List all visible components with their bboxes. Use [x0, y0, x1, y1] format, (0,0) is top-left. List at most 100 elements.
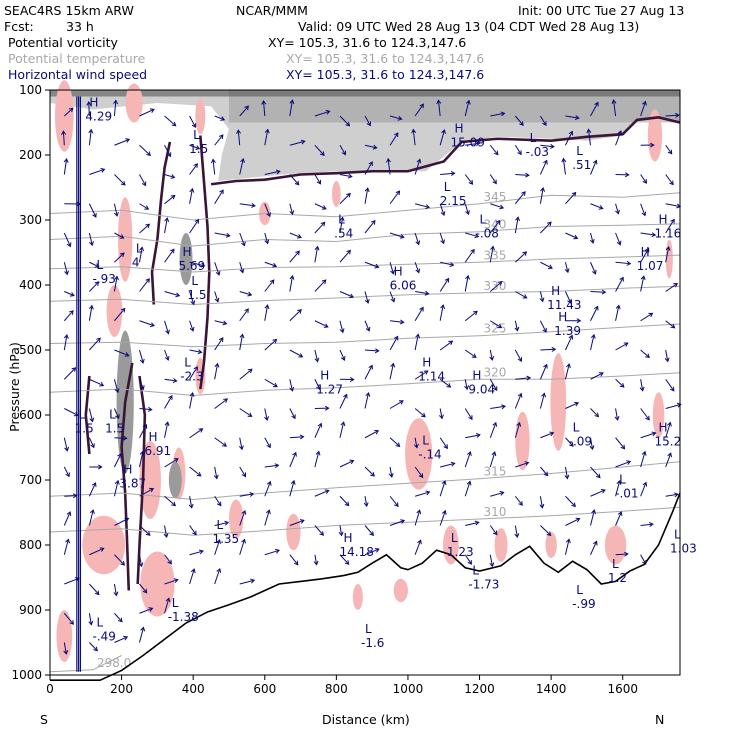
extremum-type-label: H — [454, 121, 463, 135]
wind-arrowhead — [91, 482, 97, 487]
wind-vector — [389, 190, 400, 205]
wind-vector — [514, 217, 519, 234]
wind-vector — [214, 495, 222, 506]
wind-arrowhead — [170, 174, 176, 179]
wind-arrowhead — [244, 105, 249, 111]
wind-arrowhead — [411, 128, 417, 134]
wind-vector — [389, 400, 404, 409]
wind-vector — [113, 100, 117, 117]
wind-arrowhead — [93, 646, 98, 652]
extremum-value-label: 6.91 — [144, 444, 171, 458]
extremum-value-label: -.08 — [476, 226, 499, 240]
wind-vector — [464, 349, 477, 358]
wind-vector — [289, 436, 304, 439]
wind-vector — [114, 636, 128, 643]
theta-label: 320 — [484, 365, 507, 379]
extremum-type-label: H — [320, 368, 329, 382]
wind-vector — [89, 583, 100, 595]
pv-positive-blob — [228, 499, 244, 539]
x-tick-label: 400 — [182, 682, 205, 696]
wind-vector — [138, 247, 143, 263]
wind-arrowhead — [542, 328, 547, 333]
wind-arrowhead — [90, 443, 95, 449]
wind-vector — [587, 129, 592, 146]
wind-arrowhead — [63, 158, 69, 163]
wind-vector — [339, 115, 350, 127]
wind-arrowhead — [90, 509, 95, 515]
wind-arrowhead — [222, 442, 227, 447]
wind-arrowhead — [640, 275, 646, 281]
extremum-type-label: L — [97, 615, 104, 629]
wind-arrowhead — [364, 299, 370, 304]
wind-arrowhead — [264, 239, 270, 245]
wind-arrowhead — [261, 99, 267, 105]
wind-vector — [239, 334, 244, 351]
field-name-pv: Potential vorticity — [8, 35, 118, 50]
wind-vector — [389, 115, 402, 120]
wind-vector — [590, 408, 599, 417]
extremum-type-label: H — [89, 95, 98, 109]
wind-arrowhead — [365, 391, 371, 397]
wind-arrowhead — [113, 591, 119, 597]
wind-arrowhead — [114, 388, 120, 394]
wind-arrowhead — [115, 414, 120, 420]
wind-arrowhead — [371, 219, 376, 225]
wind-arrowhead — [399, 234, 405, 239]
y-tick-label: 900 — [19, 603, 42, 617]
terrain-surface-line — [50, 492, 681, 682]
wind-vector — [264, 437, 271, 448]
wind-vector — [189, 428, 203, 439]
x-axis-title: Distance (km) — [322, 712, 410, 727]
extremum-value-label: -1.6 — [361, 636, 384, 650]
wind-vector — [114, 308, 126, 322]
wind-vector — [389, 320, 404, 323]
wind-vector — [364, 365, 373, 380]
wind-vector — [189, 163, 198, 175]
pv-contour-line — [210, 115, 681, 186]
wind-vector — [239, 510, 246, 526]
x-tick-label: 1400 — [536, 682, 567, 696]
wind-arrowhead — [119, 234, 125, 239]
wind-vector — [489, 422, 497, 438]
extremum-type-label: L — [573, 420, 580, 434]
wind-vector — [565, 495, 576, 507]
wind-vector — [214, 363, 219, 380]
pv-positive-blob — [545, 532, 557, 558]
wind-vector — [314, 451, 320, 468]
wind-arrowhead — [275, 169, 281, 175]
wind-arrowhead — [567, 298, 572, 304]
wind-arrowhead — [649, 522, 654, 527]
wind-arrowhead — [299, 434, 305, 440]
wind-arrowhead — [345, 121, 351, 127]
wind-vector — [164, 422, 169, 438]
extremum-type-label: L — [422, 433, 429, 447]
field-name-wind: Horizontal wind speed — [8, 67, 148, 82]
wind-vector — [364, 320, 370, 332]
wind-vector — [264, 408, 268, 421]
wind-arrowhead — [319, 531, 324, 536]
wind-arrowhead — [516, 421, 522, 427]
wind-vector — [414, 540, 422, 555]
wind-arrowhead — [548, 264, 553, 269]
wind-vector — [189, 568, 195, 585]
wind-vector — [139, 349, 144, 364]
wind-arrowhead — [190, 568, 196, 574]
wind-arrowhead — [320, 151, 325, 156]
wind-vector — [465, 434, 480, 439]
wind-arrowhead — [415, 333, 421, 339]
wind-vector — [590, 489, 606, 497]
wind-vector — [264, 549, 280, 556]
wind-arrowhead — [170, 248, 175, 254]
wind-vector — [314, 379, 321, 390]
y-tick-label: 300 — [19, 213, 42, 227]
wind-vector — [489, 220, 501, 234]
wind-arrowhead — [241, 472, 247, 478]
wind-vector — [615, 277, 624, 292]
wind-arrowhead — [489, 356, 495, 361]
wind-vector — [439, 378, 451, 388]
wind-vector — [590, 437, 593, 450]
wind-vector — [489, 378, 498, 391]
wind-arrowhead — [68, 107, 74, 113]
wind-arrowhead — [338, 531, 344, 537]
forecast-hour: 33 h — [66, 19, 94, 34]
